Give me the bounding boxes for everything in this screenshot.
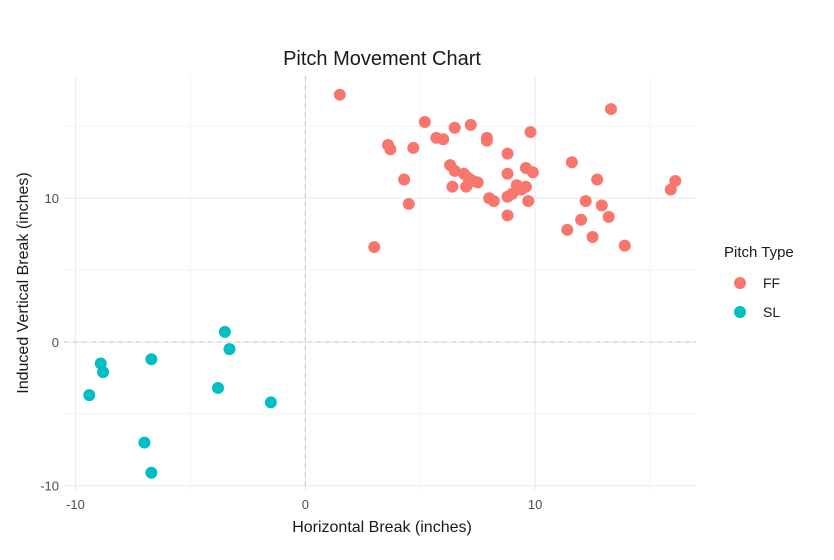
reference-lines: [64, 76, 696, 490]
point-ff: [618, 239, 631, 252]
y-tick-label: -10: [40, 479, 59, 494]
point-ff: [669, 174, 682, 187]
point-ff: [604, 103, 617, 116]
point-ff: [448, 121, 461, 134]
point-sl: [218, 325, 231, 338]
point-ff: [565, 156, 578, 169]
point-ff: [333, 88, 346, 101]
x-tick-label: 10: [528, 497, 542, 512]
x-axis-title: Horizontal Break (inches): [292, 519, 472, 536]
legend-key-ff: [734, 277, 746, 289]
point-ff: [471, 176, 484, 189]
point-ff: [602, 210, 615, 223]
data-points: [83, 88, 682, 479]
point-sl: [264, 396, 277, 409]
point-ff: [480, 134, 493, 147]
x-tick-label: 0: [302, 497, 309, 512]
point-ff: [398, 173, 411, 186]
point-ff: [591, 173, 604, 186]
point-ff: [464, 118, 477, 131]
point-ff: [501, 147, 514, 160]
point-ff: [446, 180, 459, 193]
y-tick-label: 0: [52, 335, 59, 350]
point-ff: [368, 241, 381, 254]
point-sl: [211, 381, 224, 394]
point-ff: [384, 143, 397, 156]
legend-key-sl: [734, 306, 746, 318]
x-tick-label: -10: [66, 497, 85, 512]
point-sl: [145, 353, 158, 366]
legend-label-sl: SL: [763, 304, 780, 320]
point-ff: [579, 195, 592, 208]
point-ff: [437, 133, 450, 146]
point-ff: [402, 197, 415, 210]
point-sl: [83, 389, 96, 402]
y-tick-labels: -10 0 10: [40, 191, 59, 494]
point-sl: [97, 366, 110, 379]
point-sl: [223, 343, 236, 356]
legend: Pitch Type FF SL: [724, 244, 794, 320]
point-ff: [526, 166, 539, 179]
point-ff: [501, 209, 514, 222]
point-ff: [418, 116, 431, 128]
point-ff: [524, 126, 537, 139]
point-ff: [561, 223, 574, 236]
point-ff: [407, 141, 420, 154]
point-ff: [501, 167, 514, 180]
point-ff: [586, 231, 599, 243]
x-tick-labels: -10 0 10: [66, 497, 542, 512]
y-tick-label: 10: [45, 191, 59, 206]
legend-title: Pitch Type: [724, 244, 794, 261]
point-ff: [522, 195, 535, 208]
point-sl: [145, 466, 158, 479]
point-ff: [519, 180, 532, 193]
point-ff: [487, 195, 500, 208]
legend-label-ff: FF: [763, 275, 780, 291]
point-ff: [595, 199, 608, 212]
point-ff: [575, 213, 588, 226]
point-sl: [138, 436, 151, 449]
chart-title: Pitch Movement Chart: [283, 48, 481, 70]
point-ff: [448, 164, 461, 177]
minor-gridlines: [64, 76, 696, 490]
y-axis-title: Induced Vertical Break (inches): [15, 172, 32, 393]
